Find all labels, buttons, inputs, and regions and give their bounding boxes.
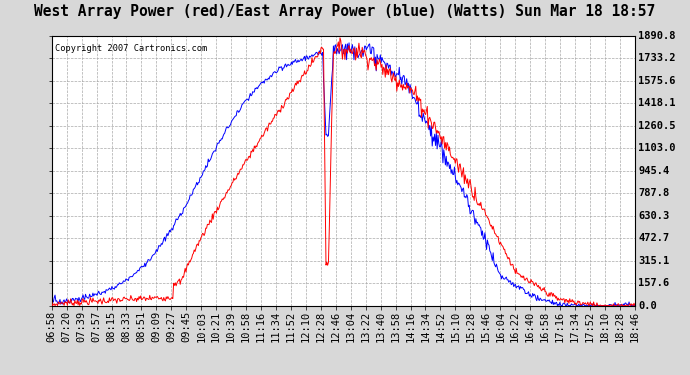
Text: 1575.6: 1575.6: [638, 76, 676, 86]
Text: Copyright 2007 Cartronics.com: Copyright 2007 Cartronics.com: [55, 44, 207, 53]
Text: 157.6: 157.6: [638, 278, 669, 288]
Text: 945.4: 945.4: [638, 166, 669, 176]
Text: 787.8: 787.8: [638, 188, 669, 198]
Text: 0.0: 0.0: [638, 301, 657, 310]
Text: 1890.8: 1890.8: [638, 31, 676, 40]
Text: 315.1: 315.1: [638, 256, 669, 266]
Text: 472.7: 472.7: [638, 233, 669, 243]
Text: 1260.5: 1260.5: [638, 121, 676, 130]
Text: 1418.1: 1418.1: [638, 98, 676, 108]
Text: West Array Power (red)/East Array Power (blue) (Watts) Sun Mar 18 18:57: West Array Power (red)/East Array Power …: [34, 4, 655, 19]
Text: 1103.0: 1103.0: [638, 143, 676, 153]
Text: 630.3: 630.3: [638, 211, 669, 220]
Text: 1733.2: 1733.2: [638, 53, 676, 63]
